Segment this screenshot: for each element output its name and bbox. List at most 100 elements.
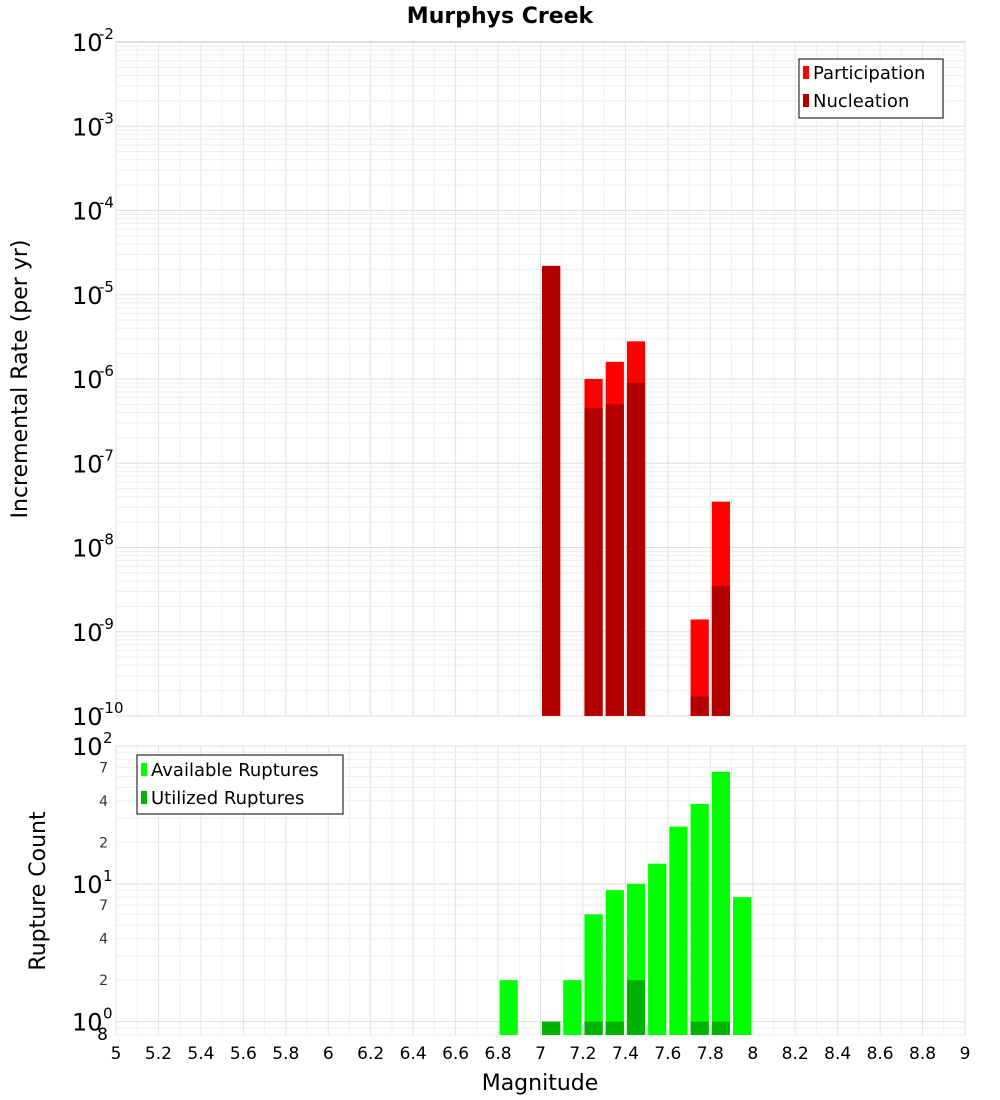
x-tick-label: 7.4 [612,1044,639,1064]
y-minor-tick-label: 7 [99,898,108,914]
bottom-legend: Available Ruptures Utilized Ruptures [136,754,344,815]
y-tick-label: 10 [72,282,103,310]
utilized-ruptures-bar [584,1021,603,1035]
available-ruptures-bar [669,826,688,1035]
y-tick-exponent: 2 [103,729,113,747]
x-axis-label: Magnitude [482,1071,599,1096]
top-gridlines [115,42,966,717]
x-tick-label: 7.6 [654,1044,681,1064]
nucleation-bar [584,408,603,716]
available-ruptures-bar [711,771,731,1035]
y-tick-label: 10 [72,198,103,226]
x-tick-label: 8.4 [824,1044,851,1064]
x-tick-label: 6 [323,1044,334,1064]
top-legend: Participation Nucleation [798,58,944,119]
bottom-bars [499,771,752,1035]
y-minor-tick-label: 2 [99,835,108,851]
y-tick-label: 10 [72,450,103,478]
available-legend-swatch [141,763,147,776]
y-minor-tick-label: 7 [99,760,108,776]
utilized-ruptures-bar [690,1021,709,1035]
nucleation-legend-swatch [803,94,809,107]
y-tick-label: 10 [72,733,103,761]
utilized-ruptures-bar [711,1021,731,1035]
bottom-gridlines [115,745,966,1036]
y-tick-label: 10 [72,29,103,57]
top-y-axis-label: Incremental Rate (per yr) [8,240,33,519]
available-legend-label: Available Ruptures [151,760,319,781]
y-tick-exponent: -8 [99,531,114,549]
x-tick-label: 5.2 [145,1044,172,1064]
x-tick-label: 7.2 [569,1044,596,1064]
x-tick-label: 5.8 [272,1044,299,1064]
x-tick-label: 6.6 [442,1044,469,1064]
available-ruptures-bar [584,914,603,1035]
y-tick-exponent: -4 [99,194,114,212]
y-tick-label: 10 [72,1009,103,1037]
x-tick-label: 6.4 [400,1044,427,1064]
utilized-legend-swatch [141,791,147,804]
y-minor-tick-label: 4 [99,794,108,810]
available-ruptures-bar [605,890,624,1035]
y-tick-exponent: -9 [99,615,114,633]
chart-title: Murphys Creek [407,4,595,29]
x-tick-label: 8.8 [909,1044,936,1064]
x-tick-label: 8.6 [867,1044,894,1064]
x-tick-label: 7.8 [697,1044,724,1064]
y-tick-exponent: -6 [99,362,114,380]
x-tick-label: 6.2 [357,1044,384,1064]
available-ruptures-bar [563,980,582,1035]
x-tick-label: 6.8 [485,1044,512,1064]
participation-bar [690,619,709,716]
nucleation-bar [626,382,646,716]
top-bars [542,265,731,716]
nucleation-bar [711,585,731,716]
bottom-x-ticks: 5 5.2 5.4 5.6 5.8 6 6.2 6.4 6.6 6.8 7 7.2 7.4 7.6 7.8 8… [111,1044,971,1064]
top-legend-box [798,58,944,119]
y-tick-label: 10 [72,703,103,731]
y-tick-exponent: -2 [99,25,114,43]
available-ruptures-bar [499,980,518,1035]
utilized-ruptures-bar [542,1021,561,1035]
x-tick-label: 5.4 [187,1044,214,1064]
x-tick-label: 9 [960,1044,971,1064]
nucleation-bar [690,696,709,716]
x-tick-label: 7 [535,1044,546,1064]
bottom-legend-box [136,754,344,815]
x-tick-label: 5.6 [230,1044,257,1064]
nucleation-legend-label: Nucleation [813,91,909,112]
x-tick-label: 8 [747,1044,758,1064]
y-minor-tick-label: 8 [97,1025,108,1045]
y-tick-label: 10 [72,113,103,141]
nucleation-bar [542,265,561,716]
y-minor-tick-label: 2 [99,973,108,989]
utilized-ruptures-bar [626,980,646,1035]
y-tick-label: 10 [72,871,103,899]
y-tick-exponent: -3 [99,109,114,127]
y-tick-label: 10 [72,535,103,563]
y-tick-label: 10 [72,366,103,394]
y-minor-tick-label: 4 [99,932,108,948]
utilized-legend-label: Utilized Ruptures [151,788,304,809]
x-tick-label: 5 [111,1044,122,1064]
y-tick-exponent: 1 [103,867,113,885]
x-tick-label: 8.2 [782,1044,809,1064]
participation-legend-label: Participation [813,63,925,84]
utilized-ruptures-bar [605,1021,624,1035]
y-tick-exponent: -7 [99,446,114,464]
nucleation-bar [605,404,624,716]
y-tick-exponent: 0 [103,1005,113,1023]
participation-legend-swatch [803,66,809,79]
y-tick-label: 10 [72,619,103,647]
bottom-y-axis-label: Rupture Count [26,811,51,971]
y-tick-exponent: -10 [99,699,124,717]
available-ruptures-bar [648,863,667,1035]
y-tick-exponent: -5 [99,278,114,296]
available-ruptures-bar [690,803,709,1035]
available-ruptures-bar [733,897,752,1035]
